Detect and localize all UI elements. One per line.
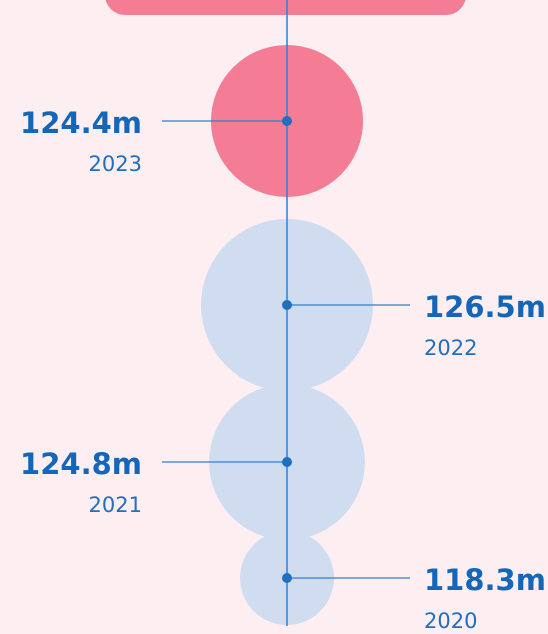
dot [282, 300, 292, 310]
value-label: 118.3m [424, 563, 546, 597]
dot [282, 457, 292, 467]
dot [282, 573, 292, 583]
category-label: 2020 [424, 609, 477, 633]
header-block [105, 0, 466, 15]
category-label: 2023 [89, 152, 142, 176]
category-label: 2022 [424, 336, 477, 360]
value-label: 124.8m [20, 447, 142, 481]
value-label: 126.5m [424, 290, 546, 324]
category-label: 2021 [89, 493, 142, 517]
dot [282, 116, 292, 126]
value-label: 124.4m [20, 106, 142, 140]
